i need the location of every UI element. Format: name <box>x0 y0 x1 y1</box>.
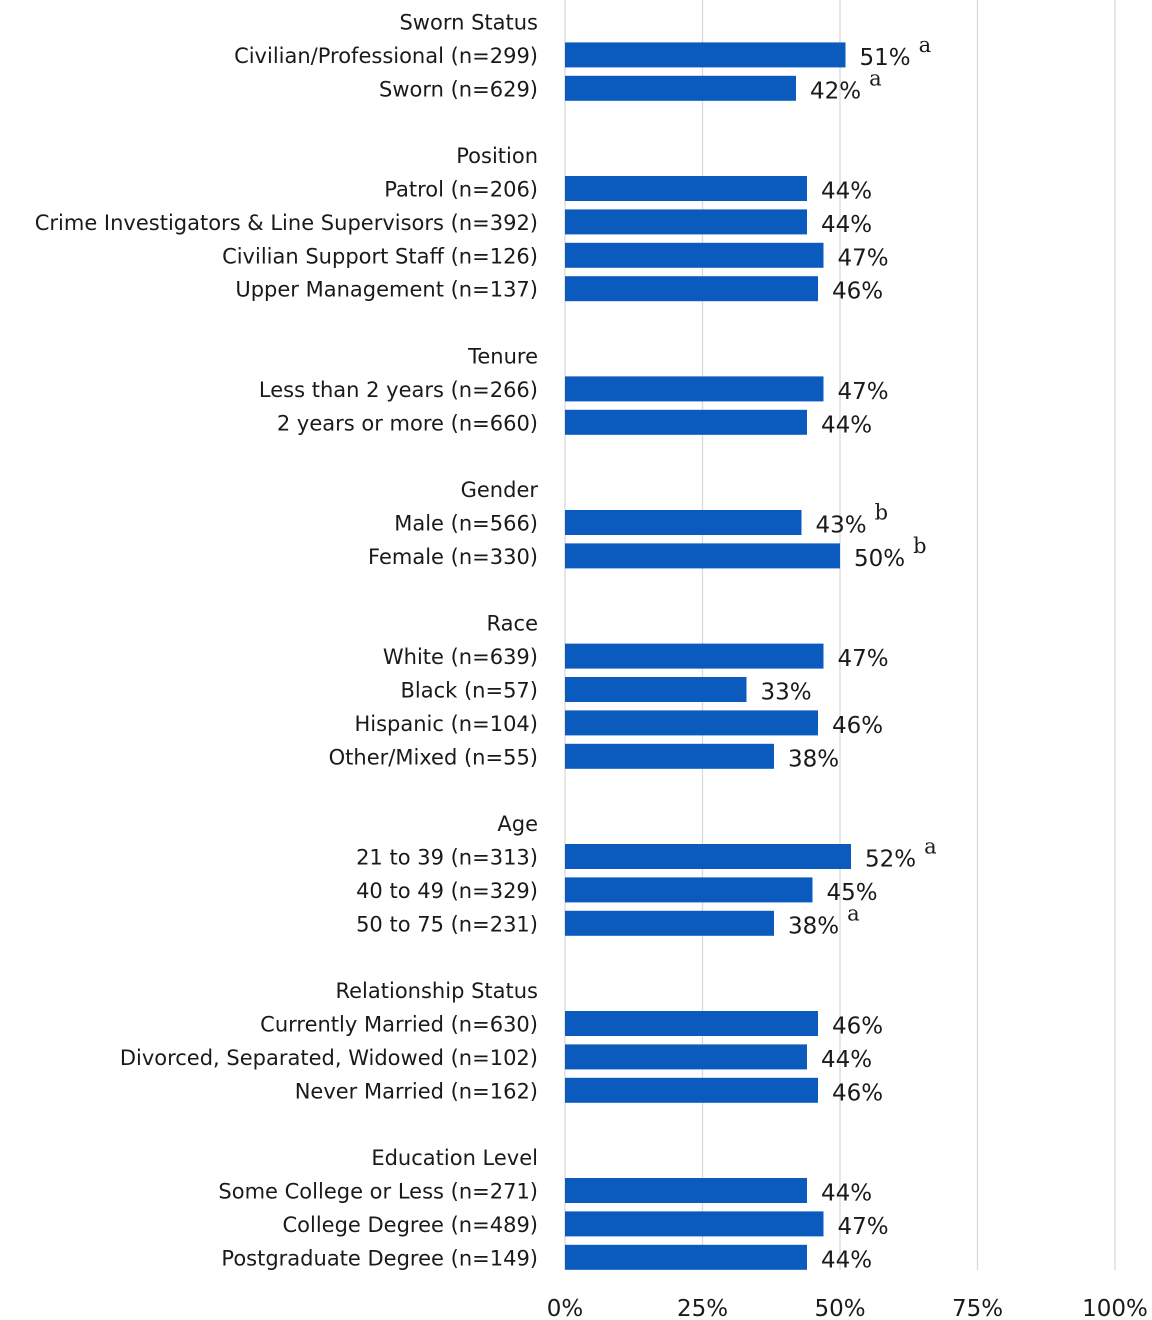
category-label: Hispanic (n=104) <box>354 712 538 736</box>
bar <box>565 176 807 201</box>
value-label: 44% <box>821 179 872 205</box>
category-label: Some College or Less (n=271) <box>218 1180 538 1204</box>
significance-marker: b <box>913 534 926 558</box>
value-label: 38% <box>788 746 839 772</box>
category-label: Civilian/Professional (n=299) <box>234 44 538 68</box>
bar <box>565 677 747 702</box>
value-label: 44% <box>821 1247 872 1273</box>
category-label: Divorced, Separated, Widowed (n=102) <box>120 1046 538 1070</box>
x-tick-label: 25% <box>677 1296 728 1320</box>
category-label: Sworn (n=629) <box>379 77 538 101</box>
bar <box>565 276 818 302</box>
bar <box>565 844 851 869</box>
category-label: Patrol (n=206) <box>384 178 538 202</box>
value-label: 46% <box>832 713 883 739</box>
value-label: 51% <box>860 45 911 71</box>
category-label: Never Married (n=162) <box>295 1079 538 1103</box>
value-label: 42% <box>810 78 861 104</box>
bar <box>565 409 807 435</box>
category-label: 2 years or more (n=660) <box>277 411 538 435</box>
category-label: Other/Mixed (n=55) <box>329 745 538 769</box>
bar <box>565 1178 807 1203</box>
x-tick-label: 100% <box>1082 1296 1148 1320</box>
bar <box>565 1044 807 1070</box>
value-label: 44% <box>821 212 872 238</box>
group-header: Race <box>487 612 538 636</box>
bars <box>565 42 851 1270</box>
value-label: 45% <box>827 880 878 906</box>
bar <box>565 1011 818 1036</box>
bar <box>565 510 802 535</box>
category-label: 40 to 49 (n=329) <box>356 879 538 903</box>
value-label: 52% <box>865 847 916 873</box>
significance-marker: a <box>869 66 882 90</box>
group-header: Sworn Status <box>399 11 538 35</box>
bar <box>565 1211 824 1237</box>
category-label: Female (n=330) <box>368 545 538 569</box>
category-label: Less than 2 years (n=266) <box>259 378 538 402</box>
significance-marker: a <box>919 33 932 57</box>
value-label: 46% <box>832 1080 883 1106</box>
category-label: College Degree (n=489) <box>282 1213 538 1237</box>
group-header: Gender <box>461 478 539 502</box>
value-label: 44% <box>821 412 872 438</box>
bar <box>565 242 824 268</box>
significance-marker: b <box>875 501 888 525</box>
group-header: Education Level <box>371 1146 538 1170</box>
category-label: Upper Management (n=137) <box>235 278 538 302</box>
value-label: 47% <box>838 646 889 672</box>
group-header: Position <box>456 144 538 168</box>
bar <box>565 75 796 101</box>
bar <box>565 910 774 936</box>
bar <box>565 209 807 235</box>
value-label: 47% <box>838 1214 889 1240</box>
category-label: Male (n=566) <box>394 512 538 536</box>
value-label: 44% <box>821 1181 872 1207</box>
category-label: 50 to 75 (n=231) <box>356 912 538 936</box>
value-label: 43% <box>816 513 867 539</box>
category-labels: Sworn Status Civilian/Professional (n=299… <box>35 11 539 1271</box>
x-tick-label: 0% <box>547 1296 584 1320</box>
value-label: 47% <box>838 245 889 271</box>
bar <box>565 1244 807 1270</box>
significance-marker: a <box>847 901 860 925</box>
x-tick-label: 50% <box>814 1296 865 1320</box>
group-header: Relationship Status <box>335 979 538 1003</box>
group-header: Age <box>497 812 538 836</box>
category-label: Crime Investigators & Line Supervisors (… <box>35 211 538 235</box>
bar <box>565 42 846 68</box>
value-label: 47% <box>838 379 889 405</box>
value-label: 46% <box>832 279 883 305</box>
value-label: 33% <box>761 680 812 706</box>
category-label: Currently Married (n=630) <box>260 1013 538 1037</box>
bar <box>565 743 774 769</box>
category-label: White (n=639) <box>383 645 538 669</box>
bar <box>565 643 824 669</box>
value-label: 46% <box>832 1014 883 1040</box>
value-label: 38% <box>788 913 839 939</box>
x-axis-ticks: 0% 25% 50% 75% 100% <box>547 1296 1148 1320</box>
category-label: Black (n=57) <box>400 679 538 703</box>
bar <box>565 877 813 903</box>
value-label: 50% <box>854 546 905 572</box>
category-label: 21 to 39 (n=313) <box>356 846 538 870</box>
bar <box>565 376 824 402</box>
value-labels: 51% a42% a44%44%47%46%47%44%43% b50% b47%33%… <box>761 33 937 1273</box>
significance-marker: a <box>924 835 937 859</box>
bar <box>565 543 840 569</box>
category-label: Postgraduate Degree (n=149) <box>221 1246 538 1270</box>
group-header: Tenure <box>467 345 538 369</box>
bar <box>565 710 818 736</box>
bar <box>565 1077 818 1103</box>
value-label: 44% <box>821 1047 872 1073</box>
x-tick-label: 75% <box>952 1296 1003 1320</box>
category-label: Civilian Support Staff (n=126) <box>222 244 538 268</box>
